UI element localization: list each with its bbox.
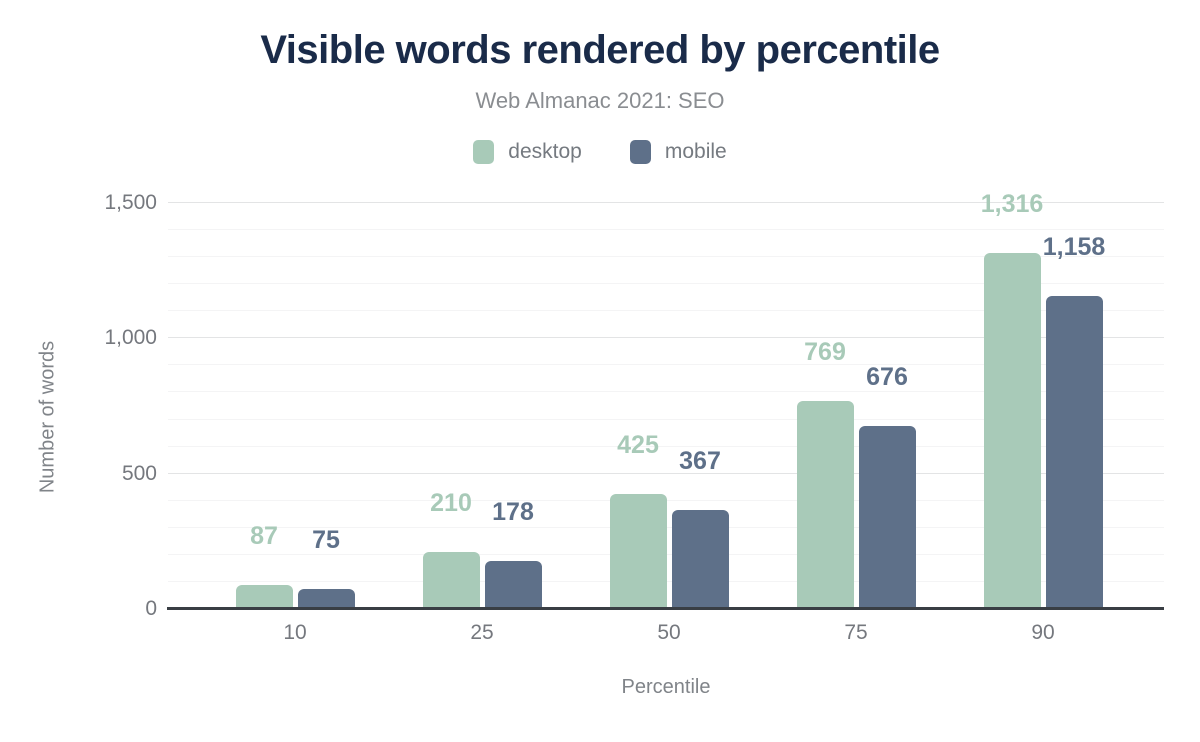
value-label-mobile-10: 75 [312,525,340,554]
gridline-minor [168,310,1164,312]
x-axis-title: Percentile [621,676,711,698]
gridline-major [168,202,1164,203]
gridline-minor [168,229,1164,231]
gridline-minor [168,418,1164,420]
x-tick-label: 75 [844,621,868,644]
y-tick-label: 1,000 [104,326,157,350]
bar-mobile-50 [671,509,729,609]
bar-mobile-75 [858,426,916,609]
x-tick-label: 10 [283,621,307,644]
legend-item-mobile: mobile [629,140,727,164]
x-axis-line [167,607,1164,610]
legend: desktop mobile [0,140,1200,164]
bar-group-25: 210 178 25 [422,203,542,644]
bar-group-50: 425 367 50 [609,203,729,644]
value-label-desktop-50: 425 [617,430,659,459]
legend-swatch-desktop [473,140,495,164]
value-label-mobile-25: 178 [492,497,534,526]
bar-desktop-75 [796,400,854,609]
chart-title: Visible words rendered by percentile [260,28,940,72]
gridline-major [168,472,1164,474]
x-tick-label: 90 [1031,621,1055,644]
chart-subtitle: Web Almanac 2021: SEO [475,88,725,113]
value-label-mobile-50: 367 [679,446,721,475]
legend-swatch-mobile [629,140,651,164]
bar-desktop-90 [983,252,1041,609]
bar-group-75: 769 676 75 [796,203,916,644]
value-label-desktop-25: 210 [430,489,472,518]
y-tick-label: 1,500 [104,191,157,214]
x-tick-label: 50 [657,621,681,644]
gridline-minor [168,256,1164,258]
gridline-minor [168,283,1164,285]
value-label-desktop-10: 87 [250,522,278,551]
gridline-minor [168,391,1164,393]
gridline-major [168,337,1164,339]
bar-mobile-10 [297,588,355,609]
y-tick-label: 0 [145,597,157,620]
bar-group-10: 87 75 10 [235,203,355,644]
value-label-desktop-90: 1,316 [980,189,1044,218]
value-label-mobile-75: 676 [866,363,908,392]
bar-desktop-25 [422,552,480,609]
value-label-desktop-75: 769 [804,337,846,366]
bar-group-90: 1,316 1,158 90 [981,191,1106,644]
legend-item-desktop: desktop [473,140,582,164]
bar-desktop-50 [609,493,667,609]
legend-label-mobile: mobile [664,140,727,163]
x-tick-label: 25 [470,621,494,644]
legend-label-desktop: desktop [508,140,582,163]
bar-desktop-10 [235,585,293,609]
bar-mobile-25 [484,560,542,609]
y-tick-label: 500 [121,461,157,485]
plot-area: 87 75 10 210 178 25 425 367 50 769 676 75 1,316 1,158… [168,191,1164,644]
value-label-mobile-90: 1,158 [1042,232,1106,261]
gridline-minor [168,364,1164,366]
gridline-minor [168,445,1164,447]
bar-mobile-90 [1045,295,1103,609]
